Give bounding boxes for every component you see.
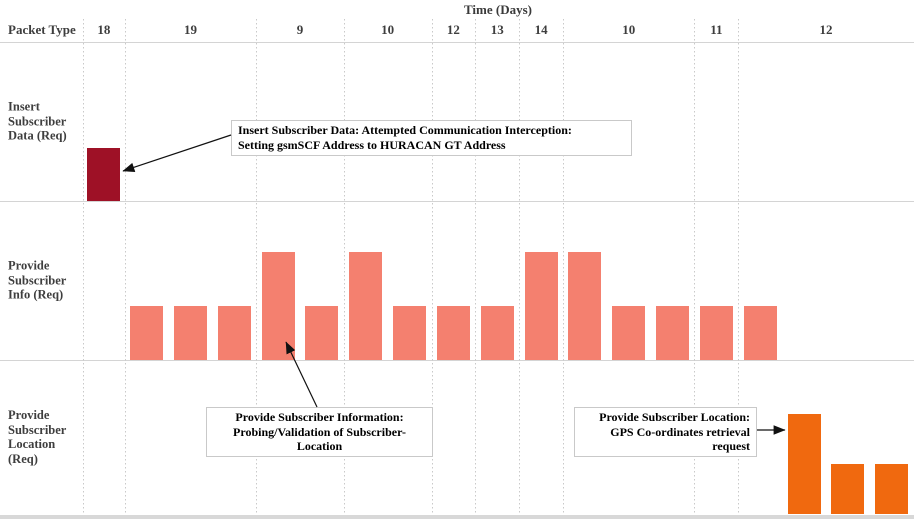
day-tick-label: 18: [97, 22, 111, 37]
bar-provide-subscriber-info: [217, 306, 251, 360]
annotation-box: Provide Subscriber Information: Probing/V…: [206, 407, 433, 457]
annotation-text-line: GPS Co-ordinates retrieval: [610, 424, 750, 439]
row-divider-line: [0, 42, 914, 43]
bar-provide-subscriber-info: [173, 306, 207, 360]
row-label-provide-subscriber-info: Provide Subscriber Info (Req): [8, 258, 67, 302]
annotation-text-line: request: [712, 439, 750, 454]
day-tick-label: 13: [490, 22, 504, 37]
row-divider-line: [0, 360, 914, 361]
annotation-text-line: Location: [296, 439, 343, 454]
day-gridline: [519, 19, 521, 514]
day-gridline: [563, 19, 564, 514]
bar-provide-subscriber-info: [130, 306, 164, 360]
day-tick-label: 12: [446, 22, 460, 37]
x-axis-line: [0, 514, 914, 519]
annotation-text-line: Insert Subscriber Data: Attempted Commun…: [238, 123, 572, 138]
day-tick-label: 19: [183, 22, 197, 37]
day-tick-label: 10: [622, 22, 636, 37]
row-label-insert-subscriber-data: Insert Subscriber Data (Req): [8, 99, 67, 143]
bar-provide-subscriber-info: [480, 306, 514, 360]
day-gridline: [83, 19, 84, 514]
day-tick-label: 11: [710, 22, 723, 37]
day-tick-label: 12: [819, 22, 833, 37]
annotation-arrow: [122, 134, 232, 172]
bar-provide-subscriber-info: [612, 306, 646, 360]
day-tick-label: 14: [534, 22, 548, 37]
day-gridline: [475, 19, 477, 514]
bar-provide-subscriber-location: [831, 464, 865, 514]
bar-provide-subscriber-info: [261, 252, 295, 360]
bar-provide-subscriber-info: [524, 252, 558, 360]
day-gridline: [124, 19, 126, 514]
row-label-provide-subscriber-location: Provide Subscriber Location (Req): [8, 408, 67, 466]
bar-provide-subscriber-info: [743, 306, 777, 360]
annotation-text-line: Provide Subscriber Information:: [235, 410, 404, 425]
annotation-box: Provide Subscriber Location: GPS Co-ordin…: [574, 407, 757, 457]
day-gridline: [431, 19, 433, 514]
bar-provide-subscriber-info: [568, 252, 602, 360]
day-tick-label: 10: [381, 22, 395, 37]
bar-provide-subscriber-location: [875, 464, 909, 514]
bar-provide-subscriber-location: [787, 414, 821, 514]
annotation-text-line: Provide Subscriber Location:: [599, 410, 750, 425]
bar-provide-subscriber-info: [349, 252, 383, 360]
annotation-text-line: Setting gsmSCF Address to HURACAN GT Add…: [238, 138, 506, 152]
bar-provide-subscriber-info: [393, 306, 427, 360]
day-gridline: [694, 19, 696, 514]
annotation-text-line: Probing/Validation of Subscriber-: [233, 424, 406, 439]
bar-insert-subscriber-data: [87, 147, 121, 201]
bar-provide-subscriber-info: [436, 306, 470, 360]
day-gridline: [256, 19, 258, 514]
bar-provide-subscriber-info: [656, 306, 690, 360]
day-tick-label: 9: [296, 22, 304, 37]
annotation-box: Insert Subscriber Data: Attempted Commun…: [231, 120, 632, 156]
row-axis-label: Packet Type: [8, 22, 76, 37]
bar-provide-subscriber-info: [305, 306, 339, 360]
chart-title: Time (Days): [463, 2, 532, 17]
day-gridline: [343, 19, 345, 514]
row-divider-line: [0, 200, 914, 202]
day-gridline: [738, 19, 740, 514]
bar-provide-subscriber-info: [699, 306, 733, 360]
